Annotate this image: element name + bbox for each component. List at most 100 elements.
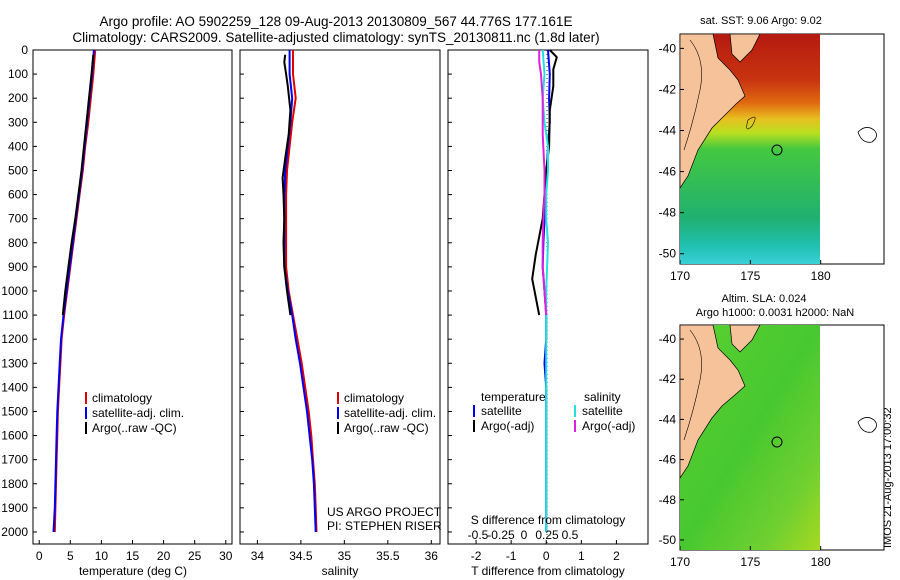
map-y-tick-label: -48 [659,493,677,507]
salinity-xlabel: salinity [322,564,359,578]
x-tick-label: 15 [126,549,140,563]
s-diff-tick-label: 0.5 [562,528,579,542]
depth-tick-label: 300 [8,115,28,129]
legend-label-s-satellite: satellite [582,404,623,418]
temperature-axis-ticks: 0 5 10 15 20 25 30 [33,49,233,563]
legend-label-argo: Argo(..raw -QC) [344,421,429,435]
sst-map-axis-ticks: 170 175 180 -40 -42 -44 -46 -48 -50 [659,41,831,283]
depth-tick-label: 100 [8,67,28,81]
land-mass-north [729,34,761,63]
depth-tick-label: 0 [21,43,28,57]
argo-float-marker [771,436,783,448]
depth-tick-label: 500 [8,163,28,177]
isobath-contour-east [746,116,756,130]
s-difference-axis-ticks: -0.5-0.25 0 0.25 0.5 [468,528,579,542]
depth-tick-label: 1000 [1,284,28,298]
depth-tick-label: 1800 [1,477,28,491]
x-tick-label: 20 [157,549,171,563]
depth-tick-label: 1300 [1,356,28,370]
map-x-tick-label: 170 [670,555,690,569]
map-y-tick-label: -48 [659,206,677,220]
difference-legend: temperature salinity satellite Argo(-adj… [473,390,635,433]
x-tick-label: 0 [543,549,550,563]
temperature-xlabel: temperature (deg C) [79,564,187,578]
map-y-tick-label: -50 [659,533,677,547]
x-tick-label: 34.5 [289,549,313,563]
series-line-argo-raw-qc- [281,54,292,316]
legend-label-t-argo: Argo(-adj) [481,419,534,433]
legend-header-salinity: salinity [584,390,621,404]
s-diff-tick-label: -0.25 [487,528,515,542]
legend-label-s-argo: Argo(-adj) [582,419,635,433]
x-tick-label: 35.5 [376,549,400,563]
salinity-panel: 34 34.5 35 35.5 36 climatology satellite-adj… [239,49,442,578]
series-line-argo-adj- [538,50,548,316]
map-y-tick-label: -50 [659,247,677,261]
x-tick-label: 25 [188,549,202,563]
imos-timestamp: IMOS 21-Aug-2013 17:00:32 [882,407,894,548]
s-diff-tick-label: -0.5 [468,528,489,542]
x-tick-label: 30 [219,549,233,563]
map-y-tick-label: -40 [659,41,677,55]
legend-label-satellite: satellite-adj. clim. [92,406,184,420]
depth-tick-label: 1100 [2,308,28,322]
difference-axis-ticks: -2 -1 0 1 2 [448,49,620,563]
map-y-tick-label: -42 [659,372,677,386]
figure-title-line1: Argo profile: AO 5902259_128 09-Aug-2013… [100,14,573,29]
x-tick-label: 1 [578,549,585,563]
map-y-tick-label: -44 [659,412,677,426]
map-y-tick-label: -46 [659,165,677,179]
salinity-plot-frame [239,49,441,545]
map-x-tick-label: 180 [811,555,831,569]
map-x-tick-label: 180 [811,269,831,283]
sla-map-axis-ticks: 170 175 180 -40 -42 -44 -46 -48 -50 [659,332,831,569]
depth-tick-label: 1500 [1,404,28,418]
map-y-tick-label: -40 [659,332,677,346]
s-diff-tick-label: 0 [521,528,528,542]
depth-tick-label: 800 [8,236,28,250]
map-y-tick-label: -42 [659,82,677,96]
land-mass [680,325,746,479]
x-tick-label: 34 [251,549,265,563]
salinity-legend: climatology satellite-adj. clim. Argo(..… [337,391,436,435]
x-tick-label: -1 [506,549,517,563]
chatham-island [857,417,877,433]
map-x-tick-label: 175 [740,555,760,569]
argo-float-marker [771,144,783,156]
map-y-tick-label: -44 [659,124,677,138]
x-tick-label: 5 [67,549,74,563]
difference-plot-frame [447,49,649,545]
land-mass-north [729,325,761,353]
depth-axis-ticks: 0 100 200 300 400 500 600 700 800 900 1000 1100 1200… [1,43,28,539]
salinity-profile-lines [281,50,318,533]
temperature-legend: climatology satellite-adj. clim. Argo(..… [85,391,184,435]
sst-map-title: sat. SST: 9.06 Argo: 9.02 [700,15,822,27]
isobath-contour [683,329,702,441]
depth-tick-label: 1900 [1,501,28,515]
legend-label-climatology: climatology [344,391,404,405]
sla-heatmap [680,325,820,550]
depth-tick-label: 900 [8,260,28,274]
temperature-profile-lines [52,49,97,533]
x-tick-label: 10 [95,549,109,563]
series-line-argo-raw-qc- [61,54,95,316]
depth-tick-label: 600 [8,188,28,202]
salinity-axis-ticks: 34 34.5 35 35.5 36 [240,49,438,563]
depth-tick-label: 1600 [1,429,28,443]
project-annotation-line2: PI: STEPHEN RISER [327,519,442,533]
isobath-contour [683,39,702,151]
difference-xlabel: T difference from climatology [471,564,625,578]
difference-profile-lines [531,49,558,532]
project-annotation-line1: US ARGO PROJECT [327,505,442,519]
x-tick-label: -2 [471,549,482,563]
temperature-panel: 0100200300400500600700800900100011001200… [1,43,232,578]
legend-header-temperature: temperature [481,390,546,404]
legend-label-t-satellite: satellite [481,404,522,418]
depth-tick-label: 700 [8,212,28,226]
s-diff-tick-label: 0.25 [535,528,559,542]
difference-panel: -2 -1 0 1 2 temperature salinity satellite A… [447,49,649,578]
depth-tick-label: 1400 [1,380,28,394]
sst-map-panel: sat. SST: 9.06 Argo: 9.02 170 175 180 -40 -4… [659,15,885,283]
sst-heatmap [680,34,820,264]
